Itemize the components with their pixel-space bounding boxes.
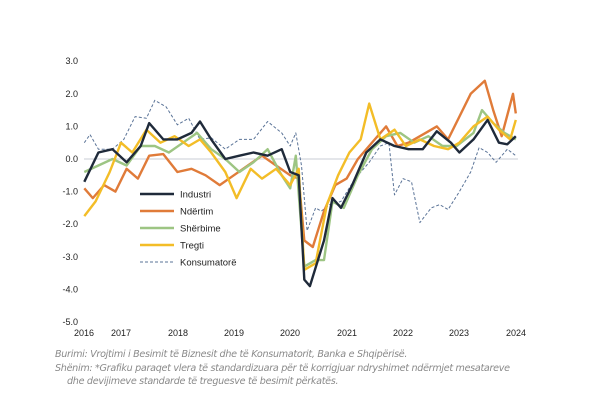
x-tick-label: 2017 <box>111 328 131 338</box>
x-tick-label: 2024 <box>506 328 526 338</box>
legend-label: Tregti <box>180 241 204 252</box>
x-tick-label: 2022 <box>393 328 413 338</box>
x-tick-label: 2020 <box>280 328 300 338</box>
series-line-1 <box>83 79 517 249</box>
x-tick-label: 2021 <box>337 328 357 338</box>
x-tick-label: 2019 <box>224 328 244 338</box>
x-tick-label: 2018 <box>168 328 188 338</box>
chart-notes: Burimi: Vrojtimi i Besimit të Biznesit d… <box>55 348 575 389</box>
legend-label: Industri <box>180 190 211 201</box>
y-tick-label: -3.0 <box>62 252 78 262</box>
x-tick-label: 2016 <box>74 328 94 338</box>
legend-label: Ndërtim <box>180 207 213 218</box>
y-tick-label: 2.0 <box>65 89 78 99</box>
y-tick-label: 1.0 <box>65 121 78 131</box>
legend-label: Konsumatorë <box>180 258 237 269</box>
y-tick-label: 3.0 <box>65 56 78 66</box>
y-tick-label: 0.0 <box>65 154 78 164</box>
legend-label: Shërbime <box>180 224 221 235</box>
footnote-line-1: Shënim: *Grafiku paraqet vlera të standa… <box>55 362 510 374</box>
x-tick-label: 2023 <box>449 328 469 338</box>
source-note: Burimi: Vrojtimi i Besimit të Biznesit d… <box>55 349 408 360</box>
y-tick-label: -4.0 <box>62 284 78 294</box>
y-tick-label: -2.0 <box>62 219 78 229</box>
series-line-4 <box>83 99 517 232</box>
footnote-line-2: dhe devijimeve standarde të treguesve të… <box>67 376 339 387</box>
y-tick-label: -5.0 <box>62 317 78 327</box>
y-tick-label: -1.0 <box>62 187 78 197</box>
series-line-0 <box>83 118 517 288</box>
